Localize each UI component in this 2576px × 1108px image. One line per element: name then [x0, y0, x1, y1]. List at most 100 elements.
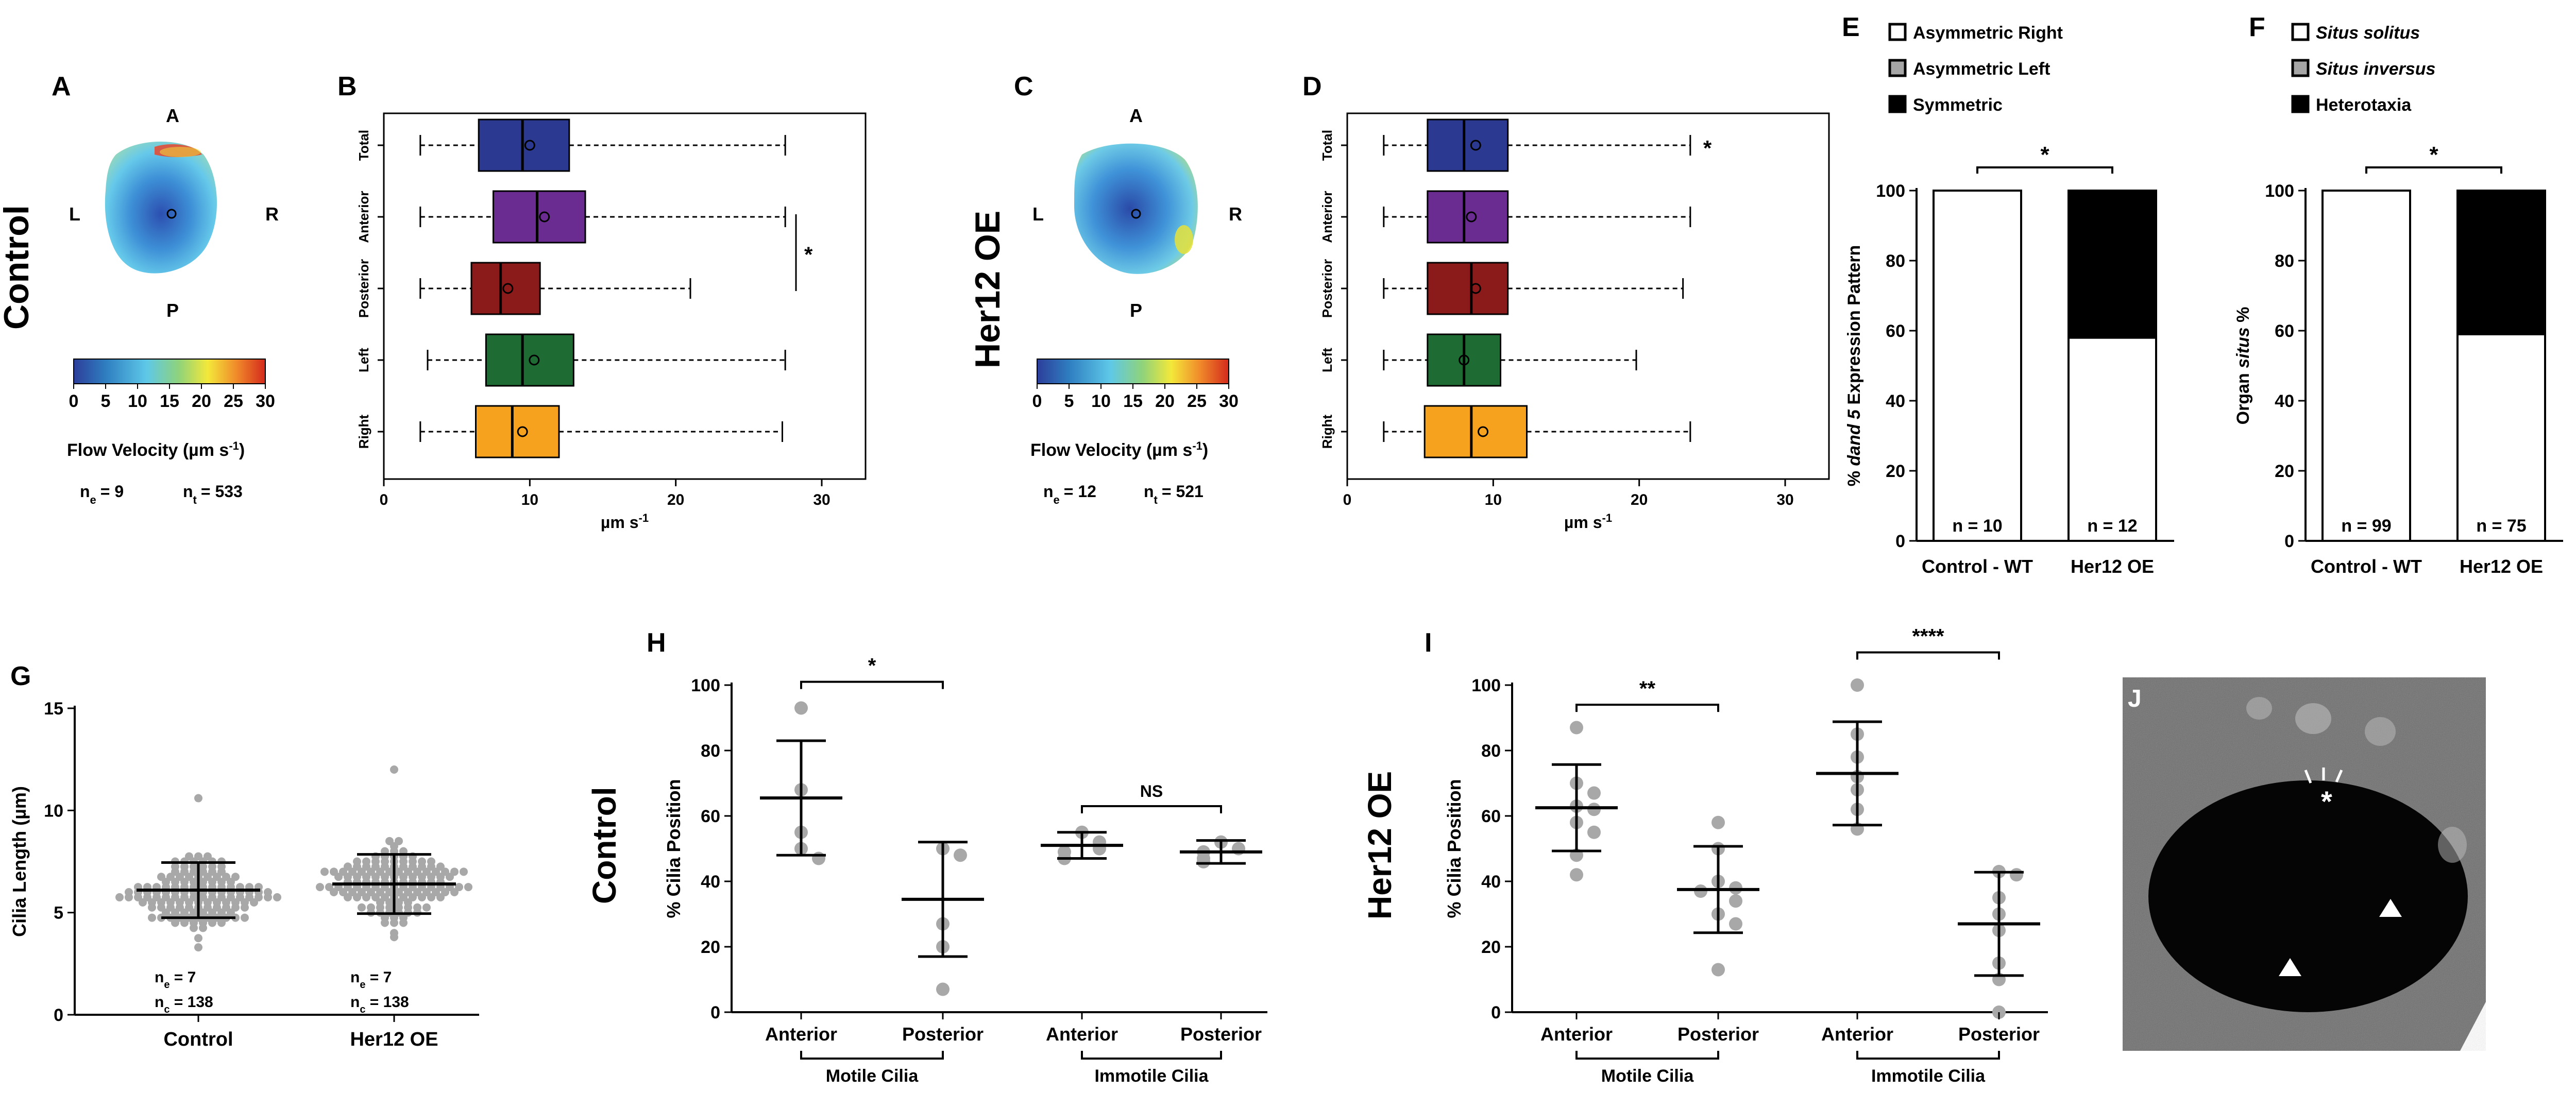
y-tick-label: 0: [1895, 532, 1905, 551]
x-tick-label: Posterior: [902, 1024, 984, 1045]
n-label: n = 75: [2476, 516, 2526, 536]
y-tick-label: 0: [1491, 1003, 1501, 1022]
box: [470, 262, 541, 315]
significance-bracket: [1976, 166, 2113, 174]
x-tick-label: 10: [521, 491, 538, 508]
data-point: [418, 862, 426, 871]
box-mean-marker: [1466, 211, 1477, 223]
legend-swatch: [2291, 23, 2310, 41]
significance-label: **: [1639, 677, 1656, 700]
colorbar-tick-label: 5: [101, 391, 111, 411]
significance-bracket: [800, 680, 944, 689]
box-mean-marker: [529, 354, 540, 366]
y-tick-label: 60: [701, 807, 720, 826]
data-point: [381, 862, 389, 871]
significance-label: *: [2429, 142, 2438, 167]
sample-count-embryos: ne = 7: [350, 969, 392, 991]
data-point: [1587, 803, 1601, 816]
colorbar-tick-label: 5: [1064, 391, 1074, 411]
panel-label-c: C: [1014, 72, 1033, 101]
legend-label: Heterotaxia: [2316, 95, 2412, 115]
legend-label: Asymmetric Right: [1913, 23, 2063, 43]
box: [1427, 118, 1509, 172]
plot-frame: [383, 112, 867, 480]
y-tick-label: 20: [1481, 937, 1501, 957]
data-point: [115, 893, 124, 901]
group-label: Immotile Cilia: [1094, 1066, 1209, 1086]
y-tick-label: 20: [701, 937, 720, 957]
data-point: [241, 913, 249, 922]
data-point: [371, 862, 380, 871]
y-axis-title: % Cilia Position: [1444, 779, 1465, 918]
n-label: n = 10: [1952, 516, 2002, 536]
panel-label-j: J: [2128, 685, 2142, 712]
direction-label-anterior: A: [166, 105, 179, 126]
x-tick-label: Posterior: [1180, 1024, 1262, 1045]
stacked-bar-f: Situs solitus Situs inversus Heterotaxia 0 2…: [2233, 23, 2563, 577]
data-point: [194, 794, 202, 803]
data-point: [204, 898, 212, 907]
y-tick-label: Total: [356, 130, 371, 161]
x-tick-label: 0: [1343, 491, 1352, 508]
data-point: [1570, 721, 1583, 735]
sample-count-tracks: nt = 533: [183, 482, 243, 506]
colorbar: [1037, 359, 1229, 384]
data-point: [367, 903, 375, 912]
legend-label: Situs solitus: [2316, 23, 2420, 43]
legend-swatch: [1888, 95, 1907, 113]
x-tick-label: 30: [813, 491, 830, 508]
data-point: [325, 883, 333, 892]
y-tick-label: Left: [1319, 348, 1335, 372]
legend-swatch: [1888, 59, 1907, 77]
x-tick-label: 0: [380, 491, 388, 508]
y-tick-label: Anterior: [1319, 191, 1335, 243]
colorbar-tick-label: 20: [192, 391, 211, 411]
data-point: [250, 898, 258, 907]
y-tick-label: 80: [1886, 251, 1905, 271]
data-point: [213, 898, 221, 907]
bar-segment: [1933, 190, 2022, 542]
boxplot-d: 0 10 20 30 µm s-1 Total Anterior Posterior Left R…: [1319, 112, 1830, 532]
data-point: [358, 903, 366, 912]
data-point: [390, 765, 398, 774]
box: [1427, 190, 1509, 244]
data-point: [385, 898, 394, 907]
box-mean-marker: [524, 140, 535, 151]
y-tick-label: 5: [54, 904, 63, 923]
micrograph-arrow: [2304, 770, 2312, 783]
x-tick-label: Anterior: [1821, 1024, 1893, 1045]
y-tick-label: 10: [44, 801, 63, 821]
direction-label-posterior: P: [166, 300, 179, 321]
y-tick-label: 60: [1481, 807, 1501, 826]
data-point: [148, 898, 156, 907]
y-axis-title: % Cilia Position: [663, 779, 684, 918]
group-bracket: [1856, 1051, 2000, 1060]
data-point: [427, 862, 435, 871]
significance-bracket: [2365, 166, 2502, 174]
heatmap-hotspot: [160, 147, 201, 157]
row-label-her12: Her12 OE: [1361, 771, 1398, 919]
data-point: [376, 898, 384, 907]
legend-swatch: [2291, 95, 2310, 113]
data-point: [353, 862, 361, 871]
data-point: [344, 893, 352, 901]
data-point: [413, 903, 421, 912]
data-point: [264, 893, 272, 901]
data-point: [166, 898, 175, 907]
sample-count-embryos: ne = 12: [1043, 482, 1096, 506]
data-point: [171, 878, 179, 887]
x-tick-label: Posterior: [1677, 1024, 1759, 1045]
colorbar-tick-label: 25: [1187, 391, 1207, 411]
data-point: [362, 862, 370, 871]
data-point: [316, 883, 324, 892]
panel-label-f: F: [2249, 12, 2265, 42]
x-tick-label: Her12 OE: [2071, 556, 2154, 577]
box-mean-marker: [1470, 140, 1481, 151]
direction-label-posterior: P: [1130, 300, 1142, 321]
panel-b: B 0 10 20 30 µm s-1 Total Anterior Posterior Lef…: [337, 72, 867, 532]
dotplot-h: 0 20 40 60 80 100 % Cilia Position Anterior Post…: [663, 655, 1267, 1086]
data-point: [231, 898, 240, 907]
box-mean-marker: [502, 283, 514, 294]
legend-label: Symmetric: [1913, 95, 2003, 115]
data-point: [395, 898, 403, 907]
